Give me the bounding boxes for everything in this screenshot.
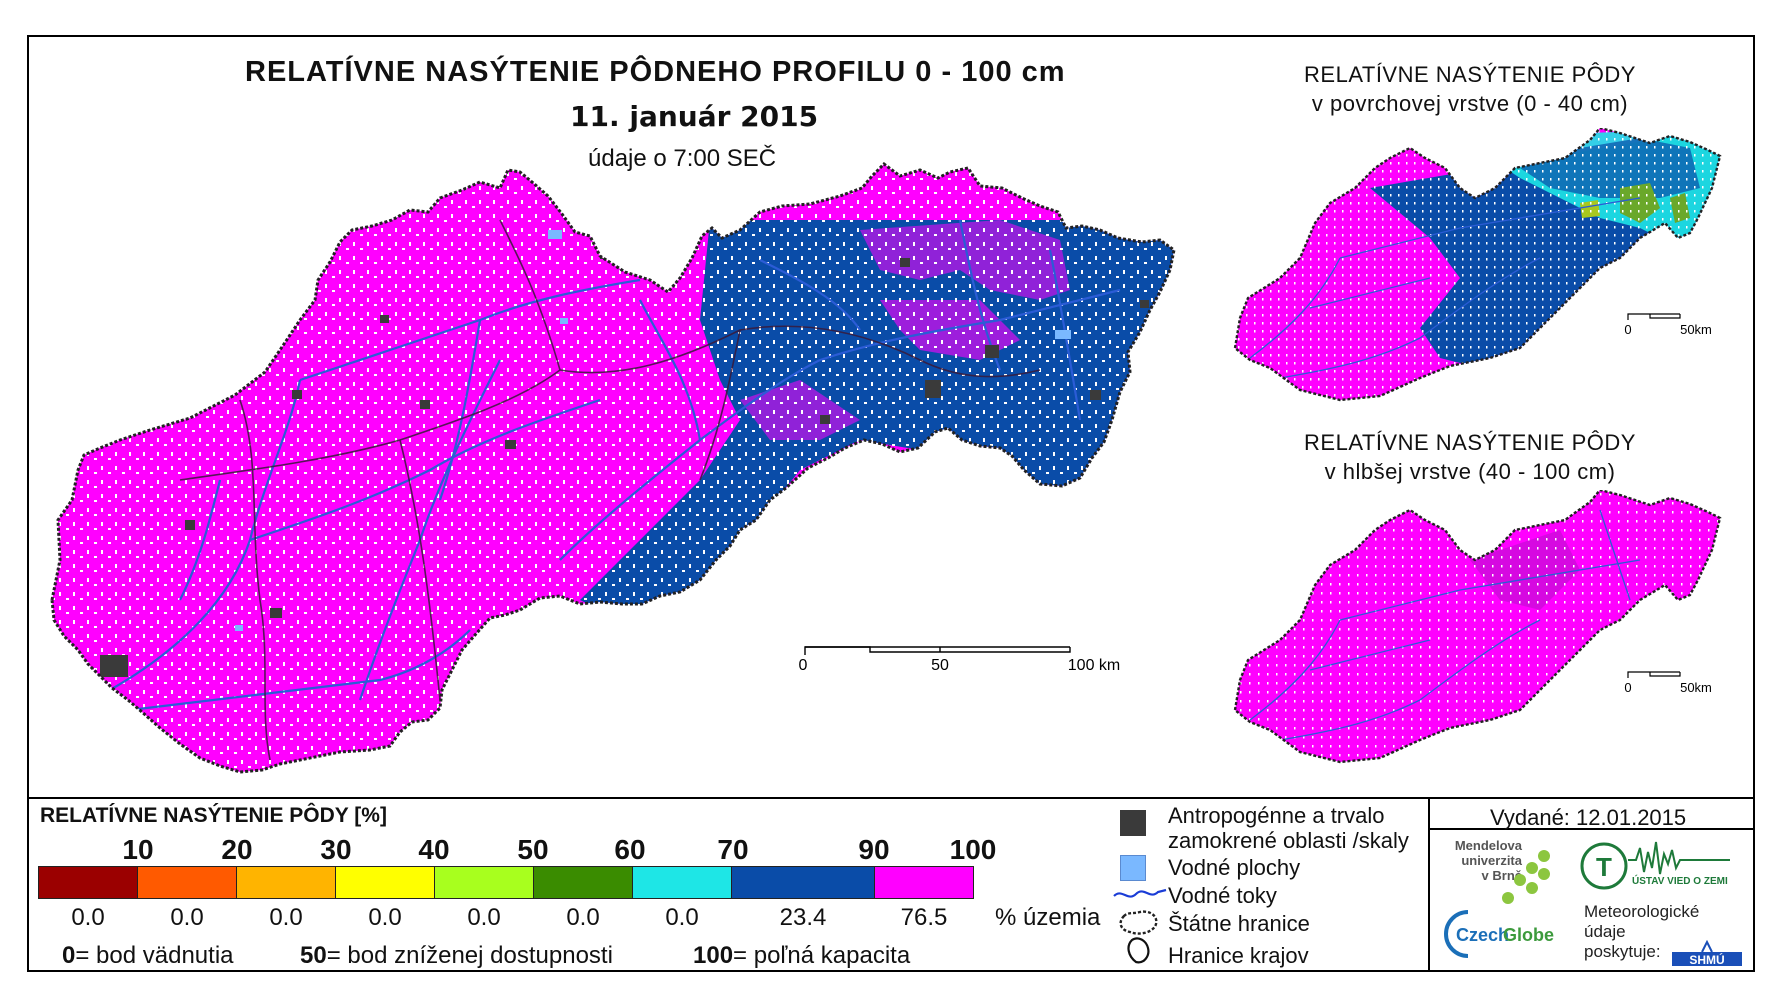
meteo-data-credit: Meteorologické údaje poskytuje: xyxy=(1584,902,1700,961)
legend-swatch xyxy=(632,866,732,899)
legend-percent: 0.0 xyxy=(368,904,402,931)
svg-text:SHMÚ: SHMÚ xyxy=(1689,952,1724,967)
inset-deep-scale-zero: 0 xyxy=(1624,680,1631,695)
legend-tick: 20 xyxy=(221,834,253,865)
legend-tick: 30 xyxy=(320,834,352,865)
legend-percent: 0.0 xyxy=(566,904,600,931)
main-scale-end: 100 km xyxy=(1068,657,1120,674)
legend-percent: 76.5 xyxy=(900,904,948,931)
legend-water-areas: Vodné plochy xyxy=(1168,855,1301,880)
legend-swatch xyxy=(434,866,534,899)
svg-text:ÚSTAV VIED O ZEMI: ÚSTAV VIED O ZEMI xyxy=(1632,874,1728,887)
legend-divider xyxy=(1428,797,1430,972)
svg-text:Globe: Globe xyxy=(1503,925,1554,945)
legend-unit: % územia xyxy=(995,904,1101,931)
ustav-vied-o-zemi-logo: T ÚSTAV VIED O ZEMI xyxy=(1580,841,1730,890)
water-area-symbol xyxy=(1120,855,1146,881)
legend-title: RELATÍVNE NASÝTENIE PÔDY [%] xyxy=(40,804,387,827)
map-date: 11. január 2015 xyxy=(570,100,819,133)
shmu-logo: SHMÚ xyxy=(1672,940,1742,967)
svg-text:Czech: Czech xyxy=(1456,925,1509,945)
issued-divider xyxy=(1428,828,1755,830)
inset-deep-title-line2: v hlbšej vrstve (40 - 100 cm) xyxy=(1324,459,1616,484)
inset-deep-title: RELATÍVNE NASÝTENIE PÔDY v hlbšej vrstve… xyxy=(1270,428,1670,486)
anthropogenic-symbol xyxy=(1120,810,1146,836)
main-scale-mid: 50 xyxy=(931,657,949,674)
legend-anthropogenic: Antropogénne a trvalo zamokrené oblasti … xyxy=(1168,803,1409,853)
legend-swatch xyxy=(137,866,237,899)
legend-swatch xyxy=(236,866,336,899)
legend-swatch xyxy=(38,866,138,899)
inset-surface-scale-end: 50km xyxy=(1680,322,1712,337)
legend-panel xyxy=(27,797,1755,972)
legend-percent: 0.0 xyxy=(665,904,699,931)
map-title: RELATÍVNE NASÝTENIE PÔDNEHO PROFILU 0 - … xyxy=(245,56,1066,88)
inset-surface-title-line2: v povrchovej vrstve (0 - 40 cm) xyxy=(1311,91,1629,116)
inset-deep-title-line1: RELATÍVNE NASÝTENIE PÔDY xyxy=(1304,430,1636,455)
main-scale-zero: 0 xyxy=(799,657,808,674)
legend-percent: 0.0 xyxy=(170,904,204,931)
legend-note-reduced: 50= bod zníženej dostupnosti xyxy=(300,942,613,969)
legend-tick: 90 xyxy=(858,834,890,865)
legend-tick: 50 xyxy=(517,834,549,865)
legend-region-border: Hranice krajov xyxy=(1168,943,1309,968)
mendel-logo-dots xyxy=(1502,850,1550,904)
legend-rivers: Vodné toky xyxy=(1168,883,1277,908)
inset-surface-map: 0 50km xyxy=(1233,128,1722,402)
czechglobe-logo: Czech Globe xyxy=(1444,910,1554,958)
legend-percent: 0.0 xyxy=(71,904,105,931)
legend-tick: 100 xyxy=(949,834,997,865)
legend-note-capacity: 100= poľná kapacita xyxy=(693,942,911,969)
inset-surface-title-line1: RELATÍVNE NASÝTENIE PÔDY xyxy=(1304,62,1636,87)
inset-deep-scale-end: 50km xyxy=(1680,680,1712,695)
legend-percent: 0.0 xyxy=(269,904,303,931)
inset-surface-title: RELATÍVNE NASÝTENIE PÔDY v povrchovej vr… xyxy=(1270,60,1670,118)
legend-swatch xyxy=(533,866,633,899)
state-border xyxy=(50,162,1176,774)
legend-swatch xyxy=(335,866,435,899)
legend-percent: 23.4 xyxy=(779,904,827,931)
inset-deep-map: 0 50km xyxy=(1233,490,1722,764)
main-scale-bar xyxy=(804,646,1071,655)
legend-state-border: Štátne hranice xyxy=(1168,911,1310,936)
map-time-note: údaje o 7:00 SEČ xyxy=(588,145,777,172)
mendel-logo-text: Mendelova univerzita v Brně xyxy=(1454,838,1522,883)
legend-tick: 70 xyxy=(717,834,749,865)
legend-note-wilting: 0= bod vädnutia xyxy=(62,942,234,969)
legend-tick: 60 xyxy=(614,834,646,865)
legend-swatch xyxy=(874,866,974,899)
line-symbols xyxy=(1113,888,1167,964)
inset-surface-scale-zero: 0 xyxy=(1624,322,1631,337)
svg-text:T: T xyxy=(1596,852,1612,882)
issued-date: Vydané: 12.01.2015 xyxy=(1490,805,1687,830)
legend-percent: 0.0 xyxy=(467,904,501,931)
legend-tick: 40 xyxy=(418,834,450,865)
legend-tick: 10 xyxy=(122,834,154,865)
legend-swatch xyxy=(731,866,875,899)
